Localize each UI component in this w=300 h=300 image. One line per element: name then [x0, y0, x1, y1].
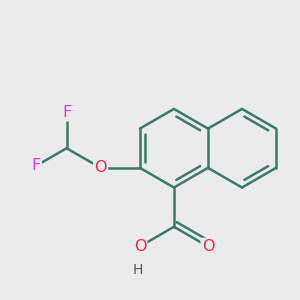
Text: O: O — [134, 239, 146, 254]
Text: F: F — [32, 158, 40, 173]
Text: F: F — [62, 105, 71, 120]
Text: O: O — [94, 160, 107, 175]
Text: H: H — [133, 263, 143, 277]
Text: O: O — [202, 239, 214, 254]
